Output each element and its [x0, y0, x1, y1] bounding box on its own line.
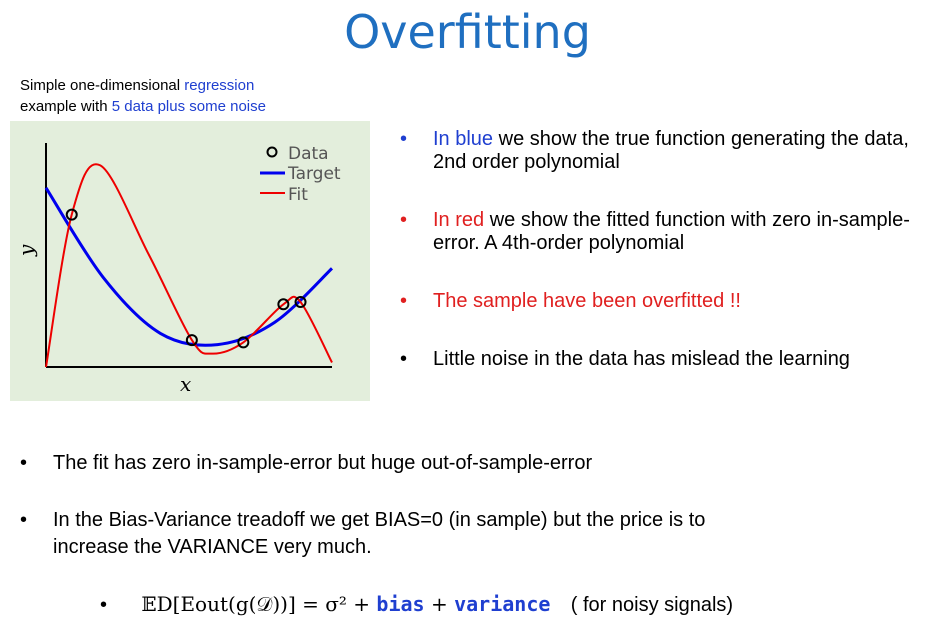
formula-variance: variance: [454, 592, 551, 616]
bullet-highlight: In blue: [433, 128, 494, 150]
bullet-dot: •: [20, 509, 28, 531]
legend-data-marker: [266, 146, 278, 158]
bullet-dot: •: [400, 209, 408, 231]
fit-curve: [45, 163, 333, 368]
bottom-bullet-list: • The fit has zero in-sample-error but h…: [20, 450, 920, 561]
formula-plus: +: [424, 592, 455, 616]
bullet-zero-error: • The fit has zero in-sample-error but h…: [20, 450, 920, 477]
right-bullet-list: • In blue we show the true function gene…: [400, 128, 925, 371]
figure-caption: Simple one-dimensional regression exampl…: [20, 75, 266, 117]
bullet-text: we show the fitted function with zero in…: [433, 209, 910, 254]
bullet-text: In the Bias-Variance treadoff we get BIA…: [53, 509, 706, 558]
bullet-overfitted: • The sample have been overfitted !!: [400, 290, 925, 313]
data-point-2: [185, 334, 198, 347]
caption-text-1: Simple one-dimensional: [20, 77, 185, 94]
regression-figure: y x Data Target Fit: [10, 121, 370, 401]
caption-highlight-data: 5 data plus some noise: [111, 98, 266, 115]
formula-lhs: 𝔼D[Eout(g(𝒟))] = σ² +: [141, 592, 377, 616]
caption-highlight-regression: regression: [184, 77, 255, 94]
bullet-highlight: In red: [433, 209, 485, 231]
chart-legend: Data Target Fit: [260, 144, 341, 205]
bullet-dot: •: [400, 128, 408, 150]
bullet-text: The fit has zero in-sample-error but hug…: [53, 452, 593, 474]
page-title: Overfitting: [344, 5, 591, 59]
bullet-text: we show the true function generating the…: [433, 128, 909, 173]
bias-variance-formula: • 𝔼D[Eout(g(𝒟))] = σ² + bias + variance …: [100, 592, 733, 617]
bullet-highlight: The sample have been overfitted !!: [433, 290, 741, 312]
data-point-3: [237, 336, 250, 349]
formula-note: ( for noisy signals): [570, 594, 734, 616]
legend-fit-label: Fit: [288, 185, 308, 205]
data-point-1: [65, 208, 78, 221]
data-point-4: [277, 298, 290, 311]
data-points: [65, 208, 307, 349]
formula-bias: bias: [376, 592, 425, 616]
bullet-blue-function: • In blue we show the true function gene…: [400, 128, 925, 174]
y-axis-label: y: [14, 244, 38, 257]
bullet-red-function: • In red we show the fitted function wit…: [400, 209, 925, 255]
legend-data-label: Data: [288, 144, 329, 164]
bullet-text: Little noise in the data has mislead the…: [433, 348, 850, 370]
caption-text-2: example with: [20, 98, 112, 115]
bullet-dot: •: [100, 594, 108, 616]
bullet-bias-variance: • In the Bias-Variance treadoff we get B…: [20, 507, 773, 561]
data-point-5: [294, 296, 307, 309]
legend-target-label: Target: [287, 164, 341, 184]
bullet-dot: •: [20, 452, 28, 474]
bullet-dot: •: [400, 348, 408, 370]
bullet-dot: •: [400, 290, 408, 312]
x-axis-label: x: [180, 372, 191, 396]
regression-chart: y x Data Target Fit: [14, 143, 341, 396]
target-curve: [44, 186, 334, 347]
bullet-noise: • Little noise in the data has mislead t…: [400, 348, 925, 371]
